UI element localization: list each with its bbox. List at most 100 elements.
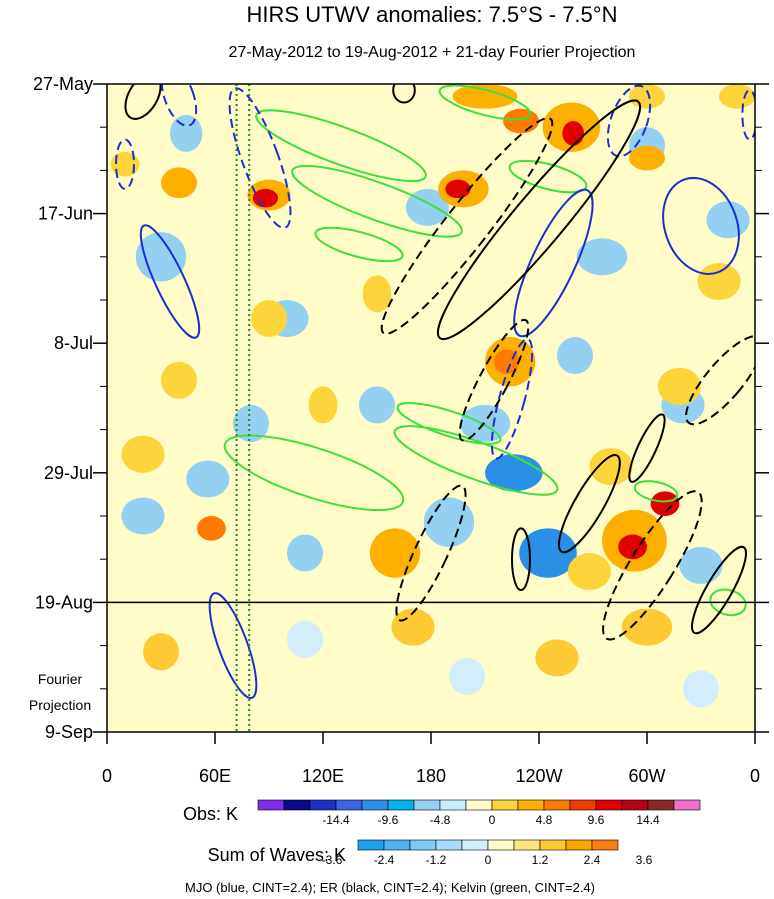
anomaly-blob-8 <box>519 528 577 578</box>
y-tick-label-0: 27-May <box>33 74 93 94</box>
anomaly-blob-47 <box>362 275 392 313</box>
anomaly-blob-24 <box>445 179 471 199</box>
anomaly-blob-19 <box>452 84 518 109</box>
reference-longitude-lines <box>235 84 251 732</box>
anomaly-blob-48 <box>143 633 179 671</box>
waves-colorbar-tick-label-3: 0 <box>485 853 492 867</box>
mjo-contour-8 <box>208 592 258 700</box>
x-axis: 0 60E 120E 180 120W 60W 0 <box>102 732 760 786</box>
waves-colorbar-box-7 <box>539 839 567 851</box>
obs-colorbar-box-4 <box>361 799 389 811</box>
anomaly-blob-22 <box>562 121 584 146</box>
anomaly-blob-20 <box>503 108 539 134</box>
obs-colorbar-box-13 <box>595 799 623 811</box>
anomaly-blob-51 <box>621 608 673 646</box>
er-contour-8 <box>691 545 747 635</box>
kelvin-contour-3 <box>396 402 502 445</box>
er-contour-0 <box>380 117 554 335</box>
mjo-contour-0 <box>662 176 740 275</box>
er-contour-5 <box>395 484 467 622</box>
obs-colorbar-box-2 <box>309 799 337 811</box>
anomaly-blob-0 <box>170 114 203 152</box>
er-contour-10 <box>124 84 162 120</box>
anomaly-blob-15 <box>557 337 593 375</box>
anomaly-blob-46 <box>650 491 680 516</box>
anomaly-blob-3 <box>359 386 395 424</box>
waves-colorbar-box-2 <box>409 839 437 851</box>
y-tick-label-3: 29-Jul <box>44 463 93 483</box>
er-contour-7 <box>511 527 531 592</box>
obs-colorbar-box-3 <box>335 799 363 811</box>
x-tick-label-3: 180 <box>416 766 446 786</box>
waves-colorbar-box-9 <box>591 839 619 851</box>
mjo-contour-9 <box>115 138 135 190</box>
anomaly-blob-10 <box>706 201 750 239</box>
kelvin-contour-5 <box>223 434 405 512</box>
waves-colorbar-box-4 <box>461 839 489 851</box>
anomaly-blob-39 <box>251 300 287 338</box>
obs-colorbar-tick-label-6: 14.4 <box>636 813 660 827</box>
chart-subtitle: 27-May-2012 to 19-Aug-2012 + 21-day Four… <box>229 44 636 61</box>
obs-colorbar-box-1 <box>283 799 311 811</box>
obs-colorbar-tick-label-4: 4.8 <box>536 813 553 827</box>
obs-colorbar-label: Obs: K <box>183 804 238 824</box>
anomaly-blob-7 <box>423 497 475 547</box>
anomaly-blob-38 <box>197 516 226 541</box>
anomaly-blob-28 <box>110 151 140 177</box>
waves-colorbar-label: Sum of Waves: K <box>208 845 346 865</box>
x-tick-label-2: 120E <box>302 766 344 786</box>
anomaly-blob-26 <box>252 188 278 208</box>
mjo-contour-2 <box>139 224 201 339</box>
anomaly-blob-41 <box>308 386 338 424</box>
obs-colorbar: Obs: K -14.4 -9.6 -4.8 0 4.8 9.6 14.4 <box>183 799 701 827</box>
er-contour-6 <box>557 454 621 554</box>
x-tick-label-0: 0 <box>102 766 112 786</box>
anomaly-blob-37 <box>369 528 421 578</box>
y-tick-label-4: 19-Aug <box>35 592 93 612</box>
anomaly-blob-50 <box>535 639 579 677</box>
anomaly-blob-49 <box>391 608 435 646</box>
er-contour-9 <box>628 413 666 483</box>
anomaly-blob-45 <box>567 553 612 591</box>
obs-colorbar-box-6 <box>413 799 441 811</box>
anomaly-blob-4 <box>459 404 511 442</box>
kelvin-contour-9 <box>709 588 747 617</box>
obs-colorbar-box-0 <box>257 799 285 811</box>
anomaly-blob-30 <box>719 84 755 109</box>
projection-label-line2: Projection <box>29 697 91 713</box>
anomaly-blob-18 <box>121 497 165 535</box>
kelvin-contour-8 <box>633 480 679 503</box>
obs-colorbar-box-14 <box>621 799 649 811</box>
obs-colorbar-box-15 <box>647 799 675 811</box>
mjo-contour-4 <box>160 84 198 127</box>
x-tick-label-1: 60E <box>199 766 231 786</box>
anomaly-blob-53 <box>449 657 485 695</box>
y-axis: 27-May 17-Jun 8-Jul 29-Jul 19-Aug 9-Sep <box>33 74 769 742</box>
obs-colorbar-tick-label-3: 0 <box>489 813 496 827</box>
waves-colorbar-tick-label-4: 1.2 <box>532 853 549 867</box>
kelvin-contour-6 <box>508 159 588 194</box>
anomaly-blob-31 <box>629 84 665 109</box>
x-tick-label-6: 0 <box>750 766 760 786</box>
kelvin-contour-7 <box>438 84 532 121</box>
er-contour-1 <box>436 99 642 341</box>
chart-title: HIRS UTWV anomalies: 7.5°S - 7.5°N <box>247 2 618 27</box>
y-tick-label-1: 17-Jun <box>38 204 93 224</box>
anomaly-blob-33 <box>494 349 520 375</box>
kelvin-contour-0 <box>255 109 427 183</box>
waves-colorbar-box-5 <box>487 839 515 851</box>
obs-colorbar-box-9 <box>491 799 519 811</box>
obs-colorbar-box-7 <box>439 799 467 811</box>
waves-colorbar-tick-label-0: -3.6 <box>322 853 343 867</box>
obs-colorbar-tick-label-2: -4.8 <box>430 813 451 827</box>
anomaly-blob-42 <box>589 448 633 486</box>
waves-colorbar-tick-label-2: -1.2 <box>426 853 447 867</box>
obs-colorbar-box-16 <box>673 799 701 811</box>
kelvin-contour-4 <box>393 425 559 496</box>
waves-colorbar-tick-label-5: 2.4 <box>584 853 601 867</box>
anomaly-blob-29 <box>629 145 665 171</box>
obs-colorbar-tick-label-1: -9.6 <box>378 813 399 827</box>
waves-colorbar-box-3 <box>435 839 463 851</box>
waves-colorbar-box-0 <box>357 839 385 851</box>
